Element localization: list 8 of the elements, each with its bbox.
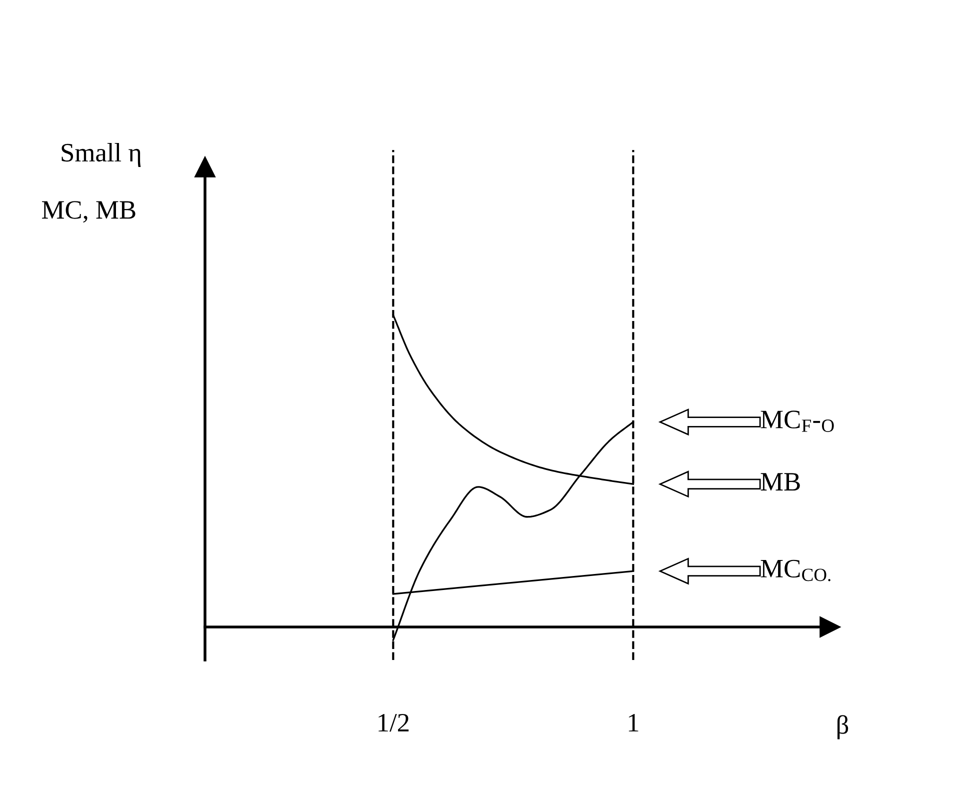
legend-label: MB — [760, 473, 800, 491]
x-tick-label: 1 — [628, 714, 638, 732]
y-axis-title: MC, MB — [42, 201, 136, 223]
legend-label: MC$_{CO.}$ — [760, 560, 830, 582]
chart-title: Small η — [62, 143, 141, 167]
x-tick-label: 1/2 — [378, 714, 409, 732]
legend-label: MC$_{F}$-$_{O}$ — [760, 410, 834, 432]
x-axis-title: β — [837, 715, 848, 740]
